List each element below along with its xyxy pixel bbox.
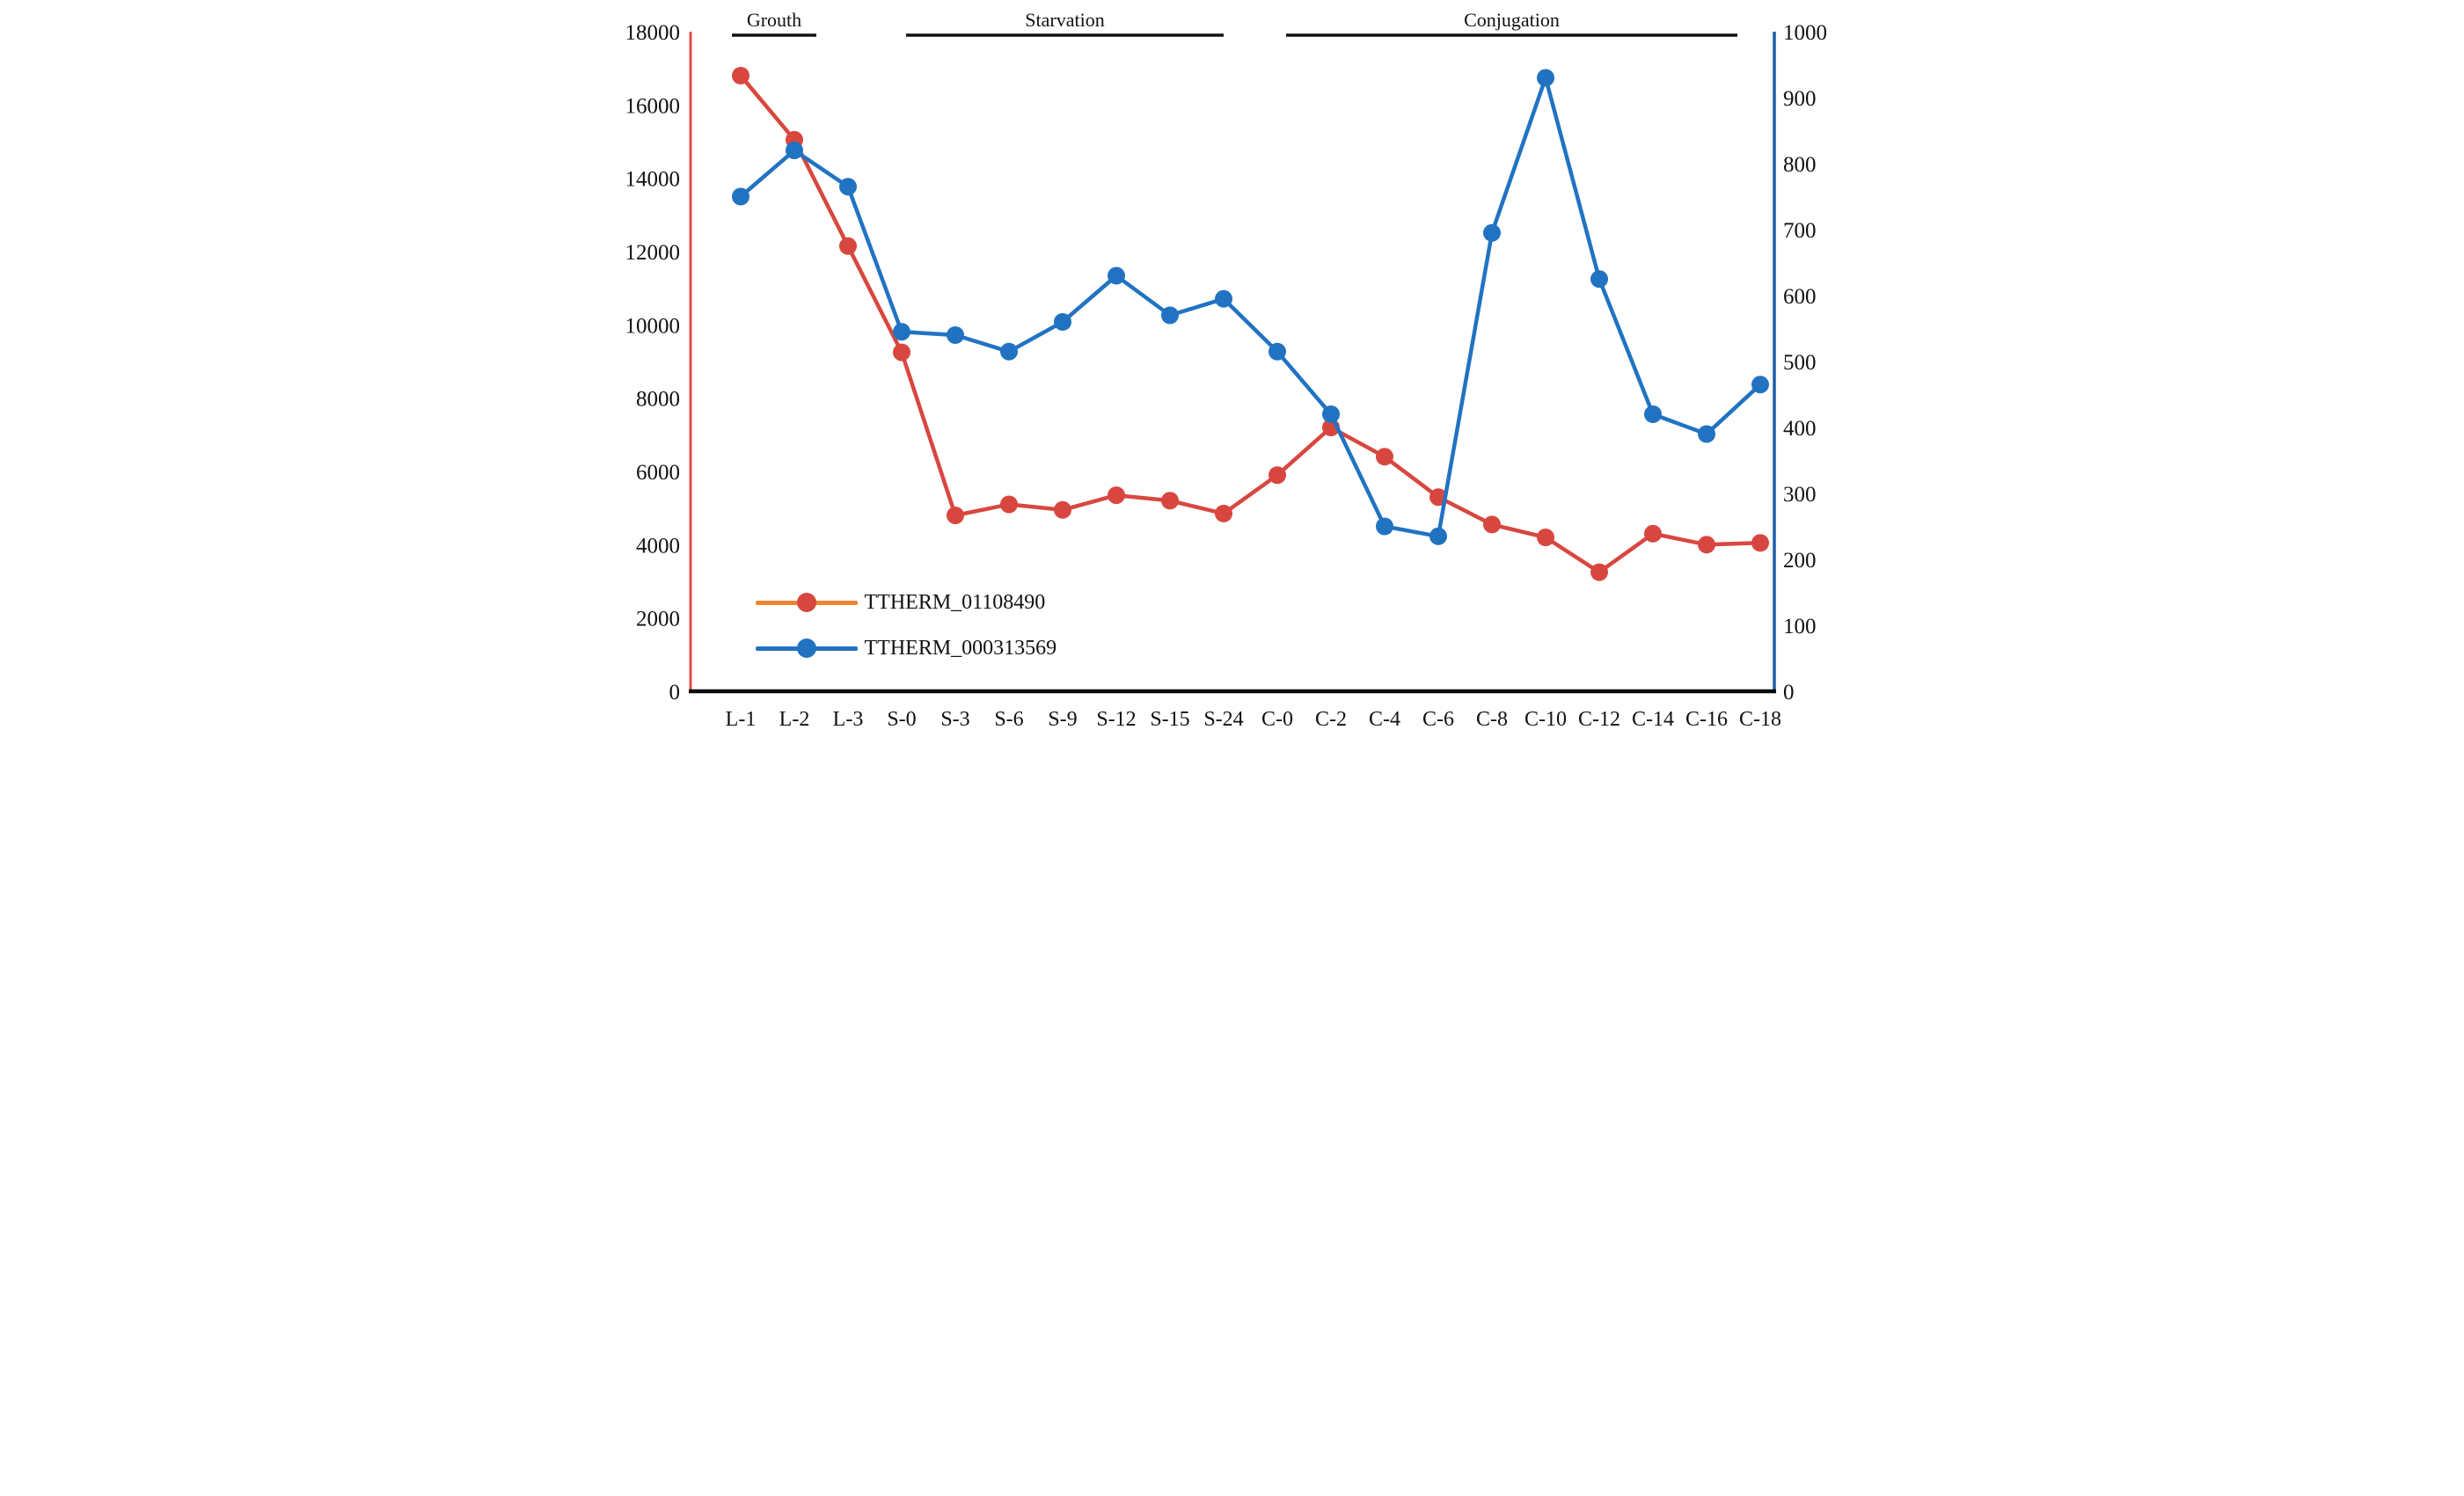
x-tick-label: C-18: [1739, 708, 1781, 731]
data-point-TTHERM_000313569-S-24: [1214, 289, 1232, 308]
series-line-TTHERM_01108490: [738, 73, 1762, 574]
series-line-TTHERM_000313569: [738, 76, 1762, 539]
legend-item: TTHERM_000313569: [755, 633, 1057, 663]
data-point-TTHERM_01108490-C-18: [1751, 534, 1769, 552]
legend-line: [755, 639, 858, 658]
x-tick-label: C-0: [1261, 708, 1293, 731]
x-tick-label: C-6: [1422, 708, 1454, 731]
chart-legend: TTHERM_01108490 TTHERM_000313569: [755, 587, 1057, 679]
data-point-TTHERM_000313569-C-4: [1375, 517, 1393, 536]
phase-label: Grouth: [746, 9, 801, 31]
data-point-TTHERM_01108490-C-12: [1590, 563, 1608, 581]
data-point-TTHERM_000313569-C-14: [1643, 405, 1662, 423]
phase-label: Starvation: [1025, 9, 1104, 31]
left-axis-tick-label: 0: [669, 681, 680, 704]
left-axis-tick-label: 12000: [625, 241, 680, 265]
legend-line: [755, 593, 858, 612]
x-tick-label: S-6: [994, 708, 1023, 731]
data-point-TTHERM_01108490-C-8: [1482, 515, 1501, 534]
data-point-TTHERM_01108490-L-1: [731, 67, 749, 84]
chart-canvas: Grouth Starvation Conjugation 18000 16000 140…: [625, 9, 1827, 731]
data-point-TTHERM_000313569-C-8: [1482, 223, 1501, 242]
data-point-TTHERM_01108490-C-4: [1375, 448, 1393, 466]
x-tick-label: S-24: [1203, 708, 1243, 731]
x-tick-label: C-4: [1369, 708, 1400, 731]
data-point-TTHERM_000313569-C-0: [1268, 342, 1286, 361]
data-point-TTHERM_01108490-C-16: [1697, 536, 1715, 554]
data-point-TTHERM_000313569-C-10: [1536, 69, 1554, 87]
data-point-TTHERM_01108490-L-3: [838, 237, 857, 255]
data-point-TTHERM_000313569-S-3: [946, 326, 964, 344]
left-axis-tick-label: 8000: [636, 388, 680, 412]
right-axis-tick-label: 800: [1783, 153, 1817, 177]
data-point-TTHERM_01108490-C-14: [1643, 524, 1662, 543]
data-point-TTHERM_01108490-S-12: [1107, 486, 1125, 505]
data-point-TTHERM_01108490-S-6: [999, 495, 1018, 514]
left-axis-tick-label: 14000: [625, 168, 680, 192]
left-axis-tick-label: 18000: [625, 21, 680, 45]
data-point-TTHERM_000313569-C-2: [1321, 405, 1340, 423]
data-point-TTHERM_000313569-L-1: [731, 187, 749, 206]
data-point-TTHERM_01108490-S-15: [1160, 492, 1179, 510]
right-axis-tick-label: 700: [1783, 219, 1817, 243]
x-tick-label: L-1: [725, 708, 756, 731]
data-point-TTHERM_01108490-C-10: [1536, 529, 1554, 546]
right-axis-tick-label: 600: [1783, 285, 1817, 309]
x-tick-label: C-10: [1524, 708, 1567, 731]
data-point-TTHERM_000313569-S-6: [999, 342, 1018, 361]
x-tick-label: S-12: [1096, 708, 1136, 731]
x-tick-label: S-9: [1048, 708, 1077, 731]
data-point-TTHERM_000313569-C-18: [1751, 376, 1769, 394]
left-axis-tick-label: 4000: [636, 534, 680, 558]
data-point-TTHERM_000313569-S-12: [1107, 266, 1125, 285]
legend-label: TTHERM_01108490: [864, 590, 1046, 614]
x-tick-label: C-12: [1578, 708, 1620, 731]
legend-marker: [796, 639, 816, 658]
right-axis-tick-label: 200: [1783, 549, 1817, 573]
left-axis-tick-label: 6000: [636, 461, 680, 485]
x-tick-label: C-16: [1685, 708, 1728, 731]
legend-label: TTHERM_000313569: [864, 636, 1057, 660]
x-tick-label: S-3: [940, 708, 969, 731]
data-point-TTHERM_01108490-S-0: [892, 343, 910, 361]
x-tick-label: C-2: [1315, 708, 1347, 731]
data-point-TTHERM_01108490-S-24: [1214, 504, 1232, 522]
right-axis-tick-label: 100: [1783, 615, 1817, 639]
data-point-TTHERM_000313569-C-12: [1590, 270, 1608, 288]
data-point-TTHERM_000313569-S-15: [1160, 306, 1179, 325]
gene-expression-line-chart: Grouth Starvation Conjugation 18000 16000 140…: [616, 0, 1848, 756]
data-point-TTHERM_01108490-S-9: [1053, 500, 1071, 519]
data-point-TTHERM_01108490-C-0: [1268, 466, 1286, 485]
right-axis-tick-label: 0: [1783, 681, 1795, 704]
left-axis-tick-label: 2000: [636, 608, 680, 631]
right-axis-tick-label: 400: [1783, 417, 1817, 441]
data-point-TTHERM_000313569-C-6: [1429, 527, 1447, 545]
data-point-TTHERM_000313569-L-3: [838, 178, 857, 196]
data-point-TTHERM_000313569-C-16: [1697, 425, 1715, 443]
data-point-TTHERM_01108490-S-3: [946, 507, 964, 524]
right-axis-tick-label: 300: [1783, 483, 1817, 507]
data-point-TTHERM_000313569-S-9: [1053, 313, 1071, 331]
left-axis-tick-label: 10000: [625, 314, 680, 338]
x-tick-label: L-2: [779, 708, 809, 731]
data-point-TTHERM_000313569-L-2: [785, 142, 803, 159]
x-tick-label: C-8: [1476, 708, 1508, 731]
x-tick-label: S-0: [887, 708, 916, 731]
legend-item: TTHERM_01108490: [755, 587, 1057, 617]
right-axis-tick-label: 900: [1783, 87, 1817, 111]
x-tick-label: L-3: [832, 708, 863, 731]
phase-label: Conjugation: [1464, 9, 1560, 31]
x-tick-label: S-15: [1150, 708, 1189, 731]
left-axis-tick-label: 16000: [625, 94, 680, 118]
x-tick-label: C-14: [1632, 708, 1674, 731]
right-axis-tick-label: 500: [1783, 351, 1817, 375]
right-axis-tick-label: 1000: [1783, 21, 1827, 45]
data-point-TTHERM_000313569-S-0: [892, 323, 910, 341]
legend-marker: [796, 593, 816, 612]
